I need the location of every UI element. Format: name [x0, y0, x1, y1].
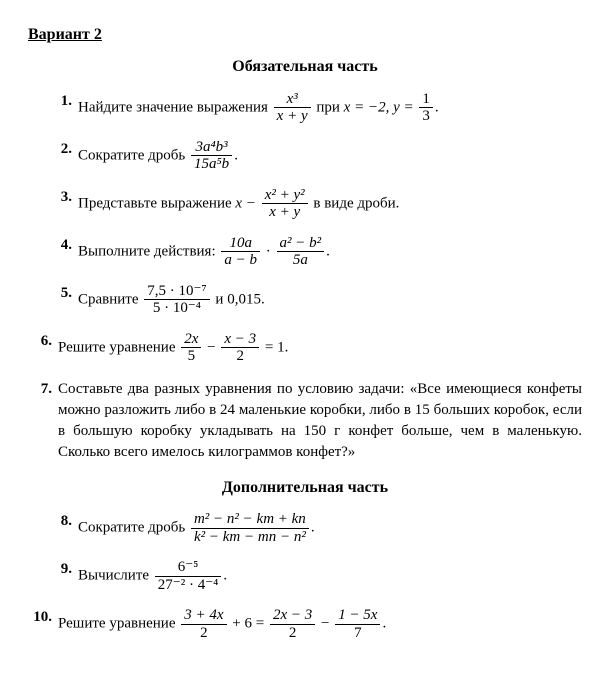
task-body: Сократите дробь 3a⁴b³ 15a⁵b .	[78, 139, 582, 173]
fraction: x − 3 2	[221, 331, 259, 365]
text: Найдите значение выражения	[78, 99, 268, 115]
fraction: 1 − 5x 7	[335, 607, 380, 641]
text: Вычислите	[78, 568, 149, 584]
task-number: 1.	[48, 91, 72, 125]
section-obligatory: Обязательная часть	[28, 56, 582, 78]
fraction: a² − b² 5a	[277, 235, 325, 269]
task-4: 4. Выполните действия: 10a a − b · a² − …	[28, 235, 582, 269]
text: и 0,015.	[215, 291, 264, 307]
task-body: Вычислите 6⁻⁵ 27⁻² · 4⁻⁴ .	[78, 559, 582, 593]
minus: −	[203, 339, 219, 355]
text: Решите уравнение	[58, 339, 175, 355]
fraction: 10a a − b	[221, 235, 260, 269]
y-label: y =	[393, 99, 414, 115]
task-number: 8.	[48, 511, 72, 545]
fraction: 2x 5	[181, 331, 201, 365]
task-body: Выполните действия: 10a a − b · a² − b² …	[78, 235, 582, 269]
variant-title: Вариант 2	[28, 24, 582, 46]
text: Сократите дробь	[78, 147, 185, 163]
task-body: Составьте два разных уравнения по услови…	[58, 379, 582, 463]
task-body: Найдите значение выражения x³ x + y при …	[78, 91, 582, 125]
fraction: 3a⁴b³ 15a⁵b	[191, 139, 232, 173]
fraction: 1 3	[419, 91, 433, 125]
text: при	[316, 99, 340, 115]
text: Выполните действия:	[78, 243, 216, 259]
minus: −	[317, 616, 333, 632]
task-body: Решите уравнение 2x 5 − x − 3 2 = 1.	[58, 331, 582, 365]
fraction: x³ x + y	[274, 91, 311, 125]
task-6: 6. Решите уравнение 2x 5 − x − 3 2 = 1.	[28, 331, 582, 365]
plus: + 6 =	[229, 616, 268, 632]
text: Решите уравнение	[58, 616, 175, 632]
fraction: 6⁻⁵ 27⁻² · 4⁻⁴	[155, 559, 222, 593]
text: Представьте выражение	[78, 195, 232, 211]
task-number: 4.	[48, 235, 72, 269]
task-number: 2.	[48, 139, 72, 173]
task-body: Представьте выражение x − x² + y² x + y …	[78, 187, 582, 221]
task-1: 1. Найдите значение выражения x³ x + y п…	[28, 91, 582, 125]
task-number: 9.	[48, 559, 72, 593]
dot: ·	[262, 243, 275, 259]
task-body: Сравните 7,5 · 10⁻⁷ 5 · 10⁻⁴ и 0,015.	[78, 283, 582, 317]
task-number: 5.	[48, 283, 72, 317]
task-number: 7.	[28, 379, 52, 463]
task-10: 10. Решите уравнение 3 + 4x 2 + 6 = 2x −…	[28, 607, 582, 641]
task-number: 6.	[28, 331, 52, 365]
task-3: 3. Представьте выражение x − x² + y² x +…	[28, 187, 582, 221]
task-8: 8. Сократите дробь m² − n² − km + kn k² …	[28, 511, 582, 545]
fraction: 7,5 · 10⁻⁷ 5 · 10⁻⁴	[144, 283, 209, 317]
text: в виде дроби.	[313, 195, 399, 211]
fraction: x² + y² x + y	[262, 187, 308, 221]
task-body: Сократите дробь m² − n² − km + kn k² − k…	[78, 511, 582, 545]
fraction: m² − n² − km + kn k² − km − mn − n²	[191, 511, 309, 545]
task-body: Решите уравнение 3 + 4x 2 + 6 = 2x − 3 2…	[58, 607, 582, 641]
fraction: 2x − 3 2	[270, 607, 315, 641]
text: Сравните	[78, 291, 139, 307]
section-additional: Дополнительная часть	[28, 477, 582, 499]
task-9: 9. Вычислите 6⁻⁵ 27⁻² · 4⁻⁴ .	[28, 559, 582, 593]
lhs: x −	[235, 195, 256, 211]
task-2: 2. Сократите дробь 3a⁴b³ 15a⁵b .	[28, 139, 582, 173]
task-number: 10.	[28, 607, 52, 641]
task-number: 3.	[48, 187, 72, 221]
task-5: 5. Сравните 7,5 · 10⁻⁷ 5 · 10⁻⁴ и 0,015.	[28, 283, 582, 317]
task-7: 7. Составьте два разных уравнения по усл…	[28, 379, 582, 463]
text: Сократите дробь	[78, 520, 185, 536]
fraction: 3 + 4x 2	[181, 607, 226, 641]
x-value: x = −2,	[344, 99, 390, 115]
eq: = 1.	[261, 339, 288, 355]
